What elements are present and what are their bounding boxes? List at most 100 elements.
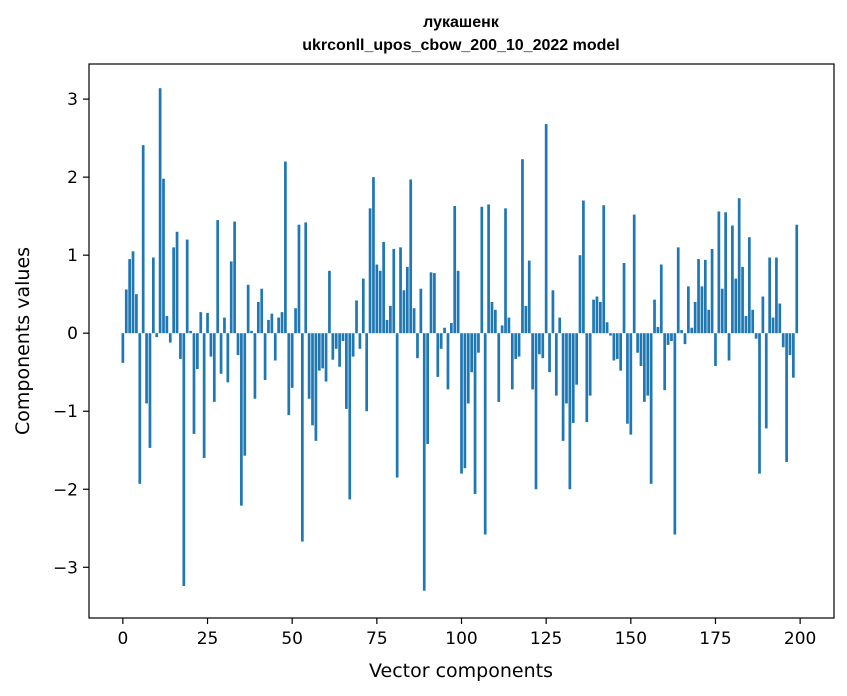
- bar-190: [764, 333, 768, 429]
- bar-46: [277, 317, 280, 334]
- bar-60: [324, 333, 328, 382]
- bar-13: [165, 316, 169, 334]
- x-tick-label: 100: [445, 629, 477, 649]
- bar-80: [392, 248, 396, 334]
- bar-74: [372, 177, 375, 334]
- bar-156: [649, 333, 653, 484]
- bar-198: [792, 333, 795, 378]
- bar-136: [582, 200, 585, 334]
- bar-84: [405, 266, 409, 334]
- bar-114: [507, 317, 511, 334]
- bar-71: [361, 278, 365, 334]
- bar-66: [345, 333, 348, 409]
- plot-frame: [88, 63, 835, 619]
- x-tick-label: 75: [366, 629, 388, 649]
- bar-28: [216, 220, 220, 334]
- bar-52: [297, 224, 301, 334]
- bar-186: [751, 309, 755, 334]
- bar-127: [551, 290, 555, 334]
- bar-76: [378, 270, 382, 334]
- bar-188: [758, 333, 761, 474]
- bar-87: [416, 333, 419, 359]
- bar-27: [212, 333, 216, 402]
- bar-23: [199, 312, 203, 334]
- bar-8: [148, 333, 152, 448]
- x-tick-label: 125: [530, 629, 562, 649]
- bar-158: [656, 326, 660, 334]
- bar-86: [412, 308, 416, 334]
- bar-120: [527, 260, 531, 334]
- bar-182: [737, 198, 741, 334]
- bar-196: [785, 333, 788, 462]
- bar-6: [141, 145, 145, 334]
- bar-102: [466, 333, 470, 404]
- bar-22: [196, 333, 199, 370]
- bar-129: [558, 317, 562, 334]
- bar-62: [331, 333, 335, 360]
- bar-103: [470, 333, 474, 373]
- bar-90: [426, 333, 429, 444]
- bar-10: [155, 333, 159, 338]
- bar-68: [351, 333, 355, 357]
- bar-123: [538, 333, 541, 355]
- bar-166: [683, 333, 687, 345]
- bar-17: [179, 333, 182, 359]
- bar-47: [280, 312, 284, 334]
- bar-176: [717, 211, 721, 334]
- bar-137: [585, 333, 589, 423]
- bar-65: [341, 333, 345, 341]
- bar-195: [781, 333, 785, 348]
- bar-50: [290, 333, 294, 388]
- bar-49: [287, 333, 291, 416]
- bar-104: [473, 333, 477, 494]
- bar-184: [744, 316, 748, 334]
- bar-135: [578, 255, 582, 334]
- bar-92: [433, 273, 436, 334]
- bar-16: [175, 231, 179, 334]
- bar-141: [598, 301, 602, 334]
- bar-147: [619, 333, 623, 371]
- bar-82: [399, 247, 402, 334]
- bar-139: [592, 299, 595, 334]
- bar-40: [256, 301, 260, 334]
- bar-142: [602, 205, 606, 334]
- bar-39: [253, 333, 257, 399]
- bar-58: [317, 333, 321, 371]
- bar-105: [477, 333, 480, 353]
- bar-148: [622, 262, 626, 334]
- bar-100: [460, 333, 463, 474]
- bar-61: [328, 270, 331, 334]
- bar-131: [565, 333, 568, 404]
- bar-59: [321, 333, 325, 369]
- bar-34: [236, 333, 240, 356]
- bar-164: [676, 247, 680, 334]
- bar-163: [673, 333, 677, 535]
- bar-64: [338, 333, 341, 367]
- bar-21: [192, 333, 196, 434]
- y-axis-label: Components values: [12, 247, 34, 435]
- bar-192: [771, 317, 775, 334]
- bar-189: [761, 296, 765, 334]
- bar-134: [575, 333, 578, 385]
- bar-43: [267, 319, 270, 334]
- bar-179: [727, 333, 731, 361]
- bar-174: [710, 248, 714, 334]
- bar-109: [490, 301, 494, 334]
- bar-36: [243, 333, 247, 456]
- bar-199: [795, 224, 799, 334]
- bar-1: [124, 289, 128, 334]
- bar-112: [500, 325, 504, 334]
- bar-140: [595, 296, 599, 334]
- bar-9: [151, 257, 155, 334]
- x-tick-label: 50: [281, 629, 303, 649]
- bar-18: [182, 333, 186, 587]
- y-tick-label: 2: [67, 168, 78, 188]
- bar-111: [497, 333, 501, 402]
- bar-143: [605, 322, 609, 334]
- bar-115: [510, 333, 514, 390]
- bar-110: [494, 309, 497, 334]
- x-tick-label: 175: [699, 629, 731, 649]
- bar-191: [768, 257, 772, 334]
- bar-88: [419, 288, 423, 334]
- bar-160: [663, 333, 667, 391]
